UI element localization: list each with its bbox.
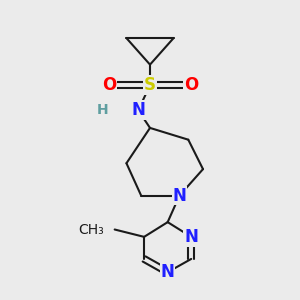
Text: H: H	[97, 103, 109, 117]
Text: O: O	[102, 76, 116, 94]
Text: CH₃: CH₃	[78, 223, 104, 236]
Text: N: N	[131, 101, 145, 119]
Text: N: N	[172, 187, 186, 205]
Text: N: N	[161, 263, 175, 281]
Text: O: O	[184, 76, 198, 94]
Text: S: S	[144, 76, 156, 94]
Text: N: N	[184, 228, 198, 246]
